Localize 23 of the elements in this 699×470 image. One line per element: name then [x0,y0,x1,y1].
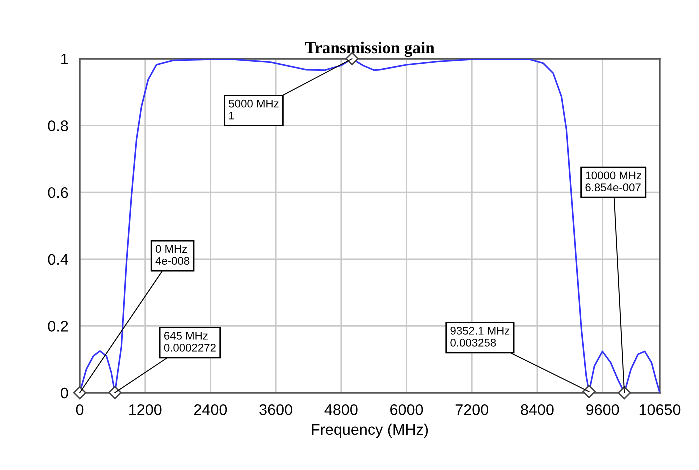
x-tick-label: 7200 [456,404,489,416]
y-tick-label: 1 [62,54,68,65]
y-tick-label: 0.6 [48,187,68,198]
annotation: 0 MHz 4e-008 [156,245,190,266]
x-tick-label: 9600 [586,404,620,416]
x-tick-label: 3600 [260,404,292,416]
y-tick-label: 0.8 [48,120,68,132]
annotation: 9352.1 MHz 0.003258 [450,327,510,347]
annotation: 5000 MHz 1 [229,100,279,120]
x-tick-label: 4800 [324,404,358,416]
x-tick-label: 8400 [521,404,554,416]
y-tick-label: 0 [60,388,68,399]
x-tick-label: 2400 [194,404,228,416]
y-tick-label: 0.4 [48,254,68,266]
chart-title: Transmission gain [305,42,435,58]
annotation: 10000 MHz 6.854e-007 [586,172,642,192]
annotation: 645 MHz 0.0002272 [164,332,216,352]
x-axis-title: Frequency (MHz) [312,424,428,438]
x-tick-label: 0 [76,404,84,416]
x-tick-label: 6000 [390,404,424,416]
x-tick-label: 10650 [640,404,681,416]
y-tick-label: 0.2 [48,321,68,332]
x-tick-label: 1200 [130,404,162,416]
